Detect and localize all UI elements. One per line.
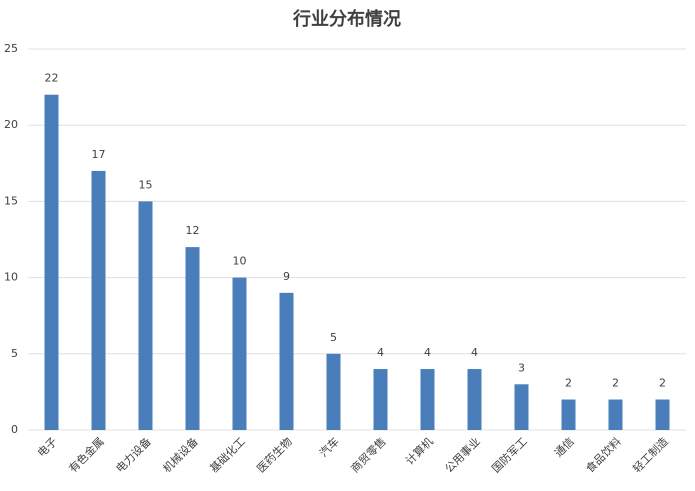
x-tick-label: 电力设备 — [113, 434, 154, 475]
data-label: 4 — [424, 346, 431, 359]
data-label: 2 — [659, 377, 666, 390]
data-label: 2 — [612, 377, 619, 390]
x-tick-label: 计算机 — [403, 434, 436, 467]
chart-title: 行业分布情况 — [292, 8, 401, 30]
data-label: 3 — [518, 361, 525, 374]
data-label: 22 — [45, 72, 59, 85]
bar — [420, 369, 435, 430]
bar — [514, 384, 529, 430]
y-tick-label: 10 — [4, 271, 18, 284]
bar — [279, 292, 294, 430]
data-label: 15 — [139, 178, 153, 191]
x-tick-label: 基础化工 — [207, 434, 248, 475]
bar — [326, 353, 341, 430]
bar — [467, 369, 482, 430]
x-tick-label: 汽车 — [316, 434, 341, 459]
bar — [561, 399, 576, 430]
bar — [373, 369, 388, 430]
data-label: 2 — [565, 377, 572, 390]
y-tick-label: 15 — [4, 194, 18, 207]
x-tick-label: 机械设备 — [160, 434, 201, 475]
y-tick-label: 20 — [4, 118, 18, 131]
x-tick-label: 医药生物 — [254, 434, 295, 475]
bar — [608, 399, 623, 430]
x-tick-label: 食品饮料 — [583, 434, 624, 475]
bar — [44, 94, 59, 430]
x-tick-label: 轻工制造 — [630, 434, 671, 475]
bar — [232, 277, 247, 430]
y-tick-label: 5 — [11, 347, 18, 360]
x-tick-label: 公用事业 — [442, 435, 482, 475]
x-tick-label: 通信 — [552, 435, 577, 460]
x-tick-label: 电子 — [35, 435, 60, 460]
bar — [655, 399, 670, 430]
data-label: 9 — [283, 270, 290, 283]
x-tick-label: 国防军工 — [489, 434, 530, 475]
y-tick-label: 0 — [11, 423, 18, 436]
x-tick-label: 商贸零售 — [348, 434, 389, 475]
bar — [91, 170, 106, 431]
data-label: 4 — [377, 346, 384, 359]
y-tick-label: 25 — [4, 42, 18, 55]
data-label: 17 — [92, 148, 106, 161]
data-label: 12 — [186, 224, 200, 237]
bar — [185, 247, 200, 430]
data-label: 4 — [471, 346, 478, 359]
data-label: 5 — [330, 331, 337, 344]
x-tick-label: 有色金属 — [66, 434, 107, 475]
bar — [138, 201, 153, 430]
data-label: 10 — [233, 255, 247, 268]
